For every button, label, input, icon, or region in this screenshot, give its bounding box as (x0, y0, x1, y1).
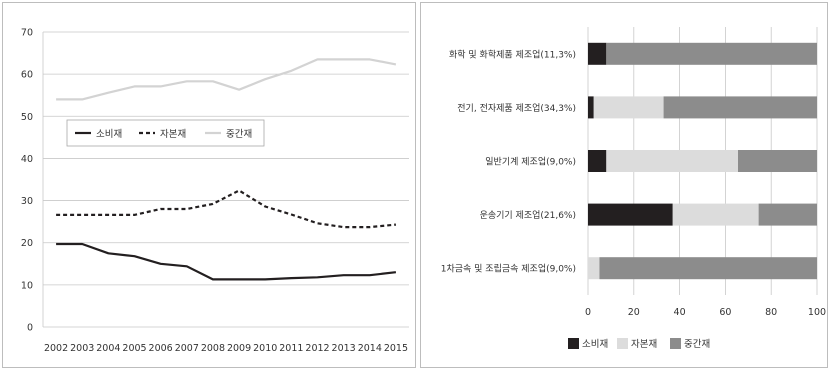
legend-label: 소비재 (96, 129, 122, 140)
x-tick-label: 2014 (358, 343, 382, 354)
bar-segment-2 (663, 96, 817, 119)
bar-segment-2 (758, 203, 817, 226)
x-tick-label: 2003 (70, 343, 94, 354)
series-line-2 (56, 58, 397, 101)
x-tick-label: 2004 (96, 343, 120, 354)
x-tick-label: 0 (585, 307, 591, 318)
y-tick-label: 60 (21, 70, 33, 81)
category-label: 운송기기 제조업(21,6%) (480, 210, 576, 221)
y-tick-label: 30 (21, 196, 33, 207)
legend-label: 자본재 (160, 129, 186, 140)
category-label: 1차금속 및 조립금속 제조업(9,0%) (441, 263, 576, 275)
category-label: 전기, 전자제품 제조업(34,3%) (457, 103, 576, 114)
legend-label: 중간재 (226, 129, 252, 140)
x-tick-label: 80 (765, 307, 777, 318)
legend-label: 자본재 (631, 339, 657, 350)
legend-label: 소비재 (582, 339, 608, 350)
x-tick-label: 20 (628, 307, 640, 318)
x-tick-label: 2005 (122, 343, 146, 354)
x-tick-label: 2007 (175, 343, 199, 354)
bar-segment-1 (588, 257, 600, 280)
legend-swatch-1 (617, 338, 628, 349)
bar-segment-0 (588, 150, 607, 172)
y-tick-label: 40 (21, 154, 33, 165)
x-tick-label: 2015 (384, 343, 408, 354)
x-tick-label: 60 (719, 307, 731, 318)
x-tick-label: 2010 (253, 343, 277, 354)
legend-label: 중간재 (684, 339, 710, 350)
bar-segment-0 (588, 42, 607, 65)
bar-segment-0 (588, 96, 594, 119)
x-tick-label: 2013 (332, 343, 356, 354)
y-tick-label: 70 (21, 28, 33, 39)
bar-segment-2 (737, 150, 817, 172)
x-tick-label: 2002 (44, 343, 68, 354)
x-tick-label: 2008 (201, 343, 225, 354)
x-tick-label: 40 (674, 307, 686, 318)
x-tick-label: 2009 (227, 343, 251, 354)
x-tick-label: 2011 (279, 343, 303, 354)
category-label: 일반기계 제조업(9,0%) (485, 156, 576, 168)
bar-segment-1 (606, 150, 738, 172)
category-label: 화학 및 화학제품 제조업(11,3%) (449, 48, 576, 60)
stacked-bar-chart: 0 20 40 60 80 100 화학 및 화학제품 제조업(11,3%) 전기, 전자제품… (441, 27, 826, 350)
bar-segment-1 (593, 96, 664, 119)
y-tick-label: 50 (21, 112, 33, 123)
series-line-1 (56, 189, 397, 229)
legend-swatch-2 (670, 338, 681, 349)
stacked-bar-chart-panel: 0 20 40 60 80 100 화학 및 화학제품 제조업(11,3%) 전기, 전자제품… (420, 2, 828, 368)
legend-box (66, 119, 265, 147)
y-tick-label: 10 (21, 280, 33, 291)
bar-segment-1 (672, 203, 759, 226)
bar-segment-2 (599, 257, 817, 280)
legend-swatch-0 (568, 338, 579, 349)
series-line-0 (56, 242, 397, 281)
line-chart-panel: 0 10 20 30 40 50 60 70 2002 2003 2004 2005 2006 2007 2… (2, 2, 416, 368)
x-tick-label: 100 (808, 307, 826, 318)
y-tick-label: 20 (21, 238, 33, 249)
x-tick-label: 2012 (305, 343, 329, 354)
bar-segment-2 (606, 42, 817, 65)
y-tick-label: 0 (27, 323, 33, 334)
bar-segment-0 (588, 203, 673, 226)
x-tick-label: 2006 (149, 343, 173, 354)
